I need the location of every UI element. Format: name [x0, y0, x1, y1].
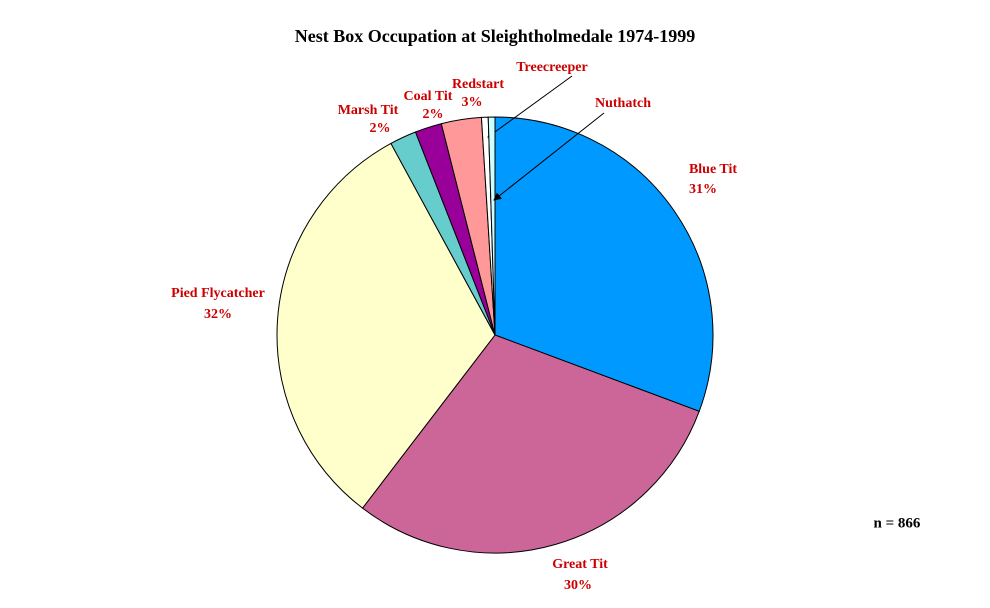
slice-label: Coal Tit [404, 89, 453, 104]
slice-label: Nuthatch [595, 96, 651, 111]
slice-value-label: 30% [564, 578, 592, 593]
slice-value-label: 2% [423, 107, 444, 122]
slice-label: Pied Flycatcher [171, 286, 265, 301]
pie-slice [487, 116, 496, 336]
slice-label: Redstart [452, 77, 504, 92]
leader-arrow [487, 75, 573, 138]
slice-label: Treecreeper [516, 60, 588, 75]
slice-value-label: 31% [689, 182, 717, 197]
pie-slice [276, 142, 496, 509]
leader-arrow [493, 112, 605, 201]
slice-label: Blue Tit [689, 162, 737, 177]
pie-slice [494, 116, 714, 412]
slice-label: Marsh Tit [338, 103, 399, 118]
slice-value-label: 3% [462, 95, 483, 110]
chart-title: Nest Box Occupation at Sleightholmedale … [295, 26, 696, 46]
pie-slice [361, 334, 700, 554]
slice-label: Great Tit [552, 557, 608, 572]
annotation: n = 866 [874, 515, 921, 531]
slice-value-label: 32% [204, 307, 232, 322]
slice-value-label: 2% [370, 121, 391, 136]
